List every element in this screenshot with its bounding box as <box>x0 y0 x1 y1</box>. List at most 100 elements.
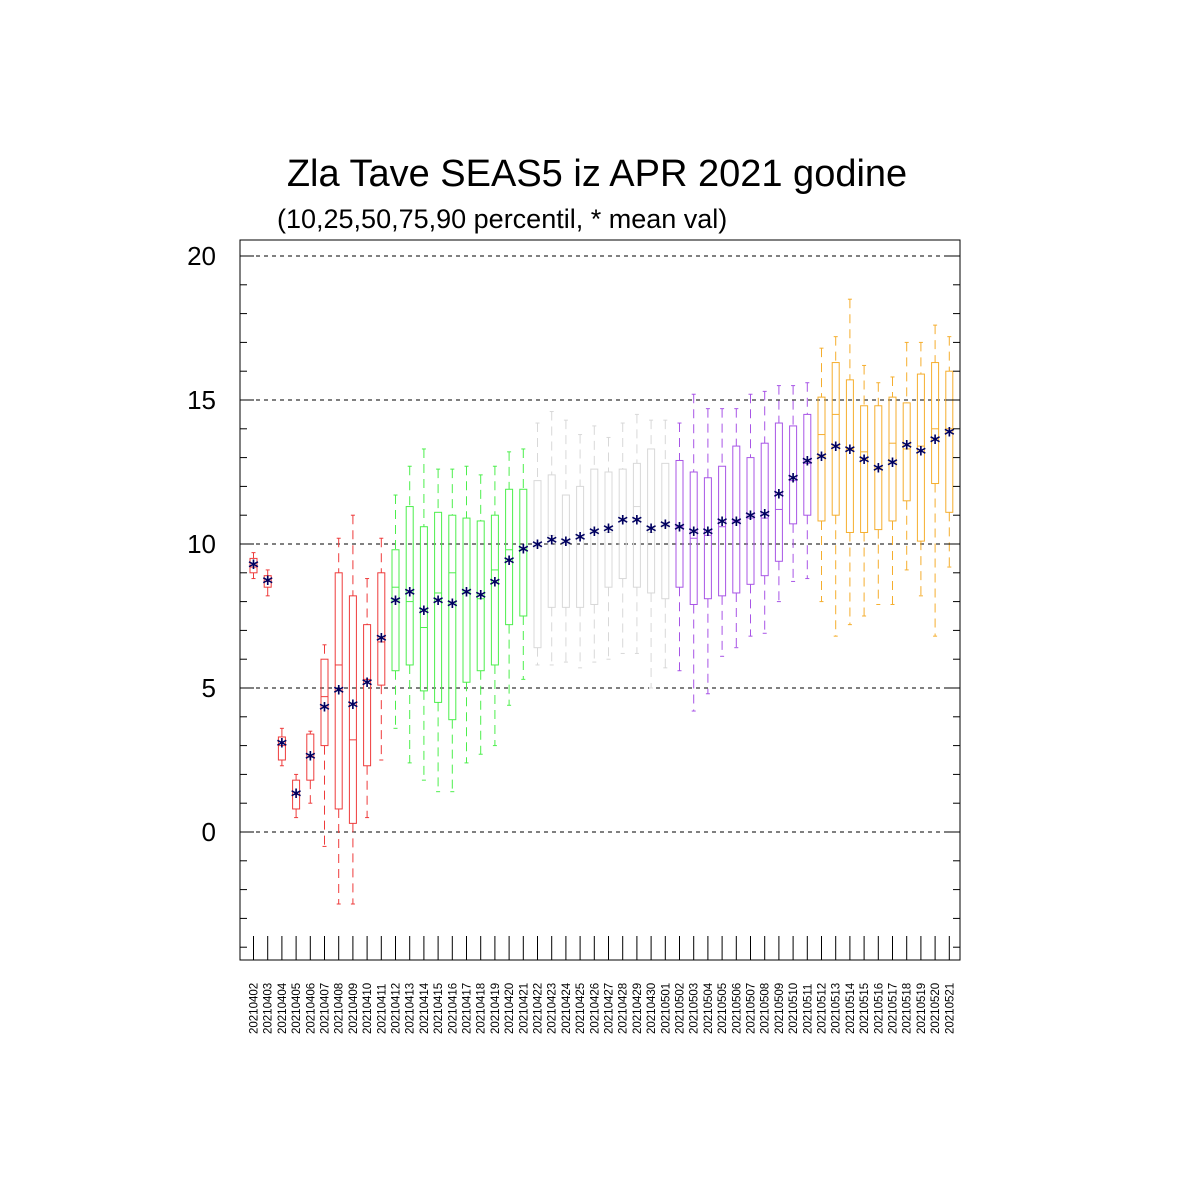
mean-marker: * <box>830 438 841 462</box>
x-tick-label: 20210422 <box>533 983 545 1034</box>
box-iqr <box>363 624 372 767</box>
mean-marker: * <box>404 583 415 607</box>
x-tick-label: 20210519 <box>916 983 928 1034</box>
mean-marker: * <box>646 520 657 544</box>
box-plot <box>476 474 485 755</box>
plot-frame <box>239 239 961 961</box>
chart-subtitle: (10,25,50,75,90 percentil, * mean val) <box>277 204 727 234</box>
box-iqr <box>874 405 883 531</box>
box-iqr <box>462 517 471 683</box>
box-iqr <box>561 494 570 608</box>
mean-marker: * <box>731 512 742 536</box>
y-tick-label: 20 <box>187 241 216 271</box>
box-plot <box>860 364 869 617</box>
mean-marker: * <box>717 512 728 536</box>
box-plot <box>803 382 812 580</box>
y-axis-ticks: 0 5 10 15 20 <box>187 241 216 847</box>
box-plot <box>263 569 272 597</box>
box-iqr <box>945 370 954 513</box>
x-tick-label: 20210510 <box>788 983 800 1034</box>
mean-marker: * <box>561 533 572 557</box>
box-iqr <box>845 379 854 533</box>
x-tick-label: 20210408 <box>334 983 346 1034</box>
box-plot <box>945 336 954 568</box>
box-plot <box>916 341 925 597</box>
x-tick-label: 20210511 <box>802 984 814 1034</box>
mean-marker: * <box>788 469 799 493</box>
chart-title: Zla Tave SEAS5 iz APR 2021 godine <box>287 153 907 195</box>
box-plot <box>505 451 514 706</box>
x-tick-label: 20210426 <box>589 983 601 1034</box>
box-plot <box>931 324 940 637</box>
y-tick-label: 0 <box>202 817 216 847</box>
box-iqr <box>760 442 769 577</box>
box-plot <box>576 434 585 669</box>
y-tick-label: 5 <box>202 673 216 703</box>
x-tick-label: 20210405 <box>291 983 303 1034</box>
mean-marker: * <box>447 594 458 618</box>
box-iqr <box>519 488 528 617</box>
box-iqr <box>632 462 641 588</box>
mean-marker: * <box>532 535 543 559</box>
x-tick-label: 20210512 <box>817 983 829 1034</box>
mean-marker: * <box>305 747 316 771</box>
box-iqr <box>419 526 428 692</box>
box-plot <box>703 408 712 695</box>
box-iqr <box>831 362 840 516</box>
box-plot <box>249 552 258 580</box>
box-iqr <box>860 405 869 533</box>
x-tick-label: 20210407 <box>320 983 332 1034</box>
mean-marker: * <box>873 459 884 483</box>
mean-marker: * <box>916 442 927 466</box>
box-plot <box>391 494 400 729</box>
x-tick-label: 20210502 <box>675 983 687 1034</box>
x-tick-label: 20210508 <box>760 983 772 1034</box>
box-plot <box>760 390 769 634</box>
x-tick-label: 20210516 <box>873 983 885 1034</box>
mean-marker: * <box>348 695 359 719</box>
box-plot <box>675 422 684 672</box>
mean-marker: * <box>419 602 430 626</box>
box-plot <box>363 578 372 819</box>
x-tick-label: 20210501 <box>660 983 672 1034</box>
x-tick-label: 20210509 <box>774 983 786 1034</box>
box-iqr <box>348 595 357 824</box>
x-tick-label: 20210427 <box>604 983 616 1034</box>
box-plot <box>902 341 911 571</box>
mean-marker: * <box>546 531 557 555</box>
x-tick-label: 20210518 <box>902 983 914 1034</box>
box-plot <box>604 436 613 660</box>
mean-marker: * <box>362 674 373 698</box>
mean-marker: * <box>376 629 387 653</box>
box-plot <box>533 422 542 666</box>
box-plot <box>874 382 883 605</box>
x-tick-label: 20210417 <box>462 983 474 1034</box>
mean-marker: * <box>859 450 870 474</box>
x-tick-label: 20210411 <box>376 984 388 1034</box>
box-iqr <box>277 736 286 761</box>
box-iqr <box>334 572 343 810</box>
box-plot <box>817 347 826 603</box>
box-iqr <box>888 396 897 522</box>
mean-marker: * <box>845 440 856 464</box>
x-tick-label: 20210520 <box>930 983 942 1034</box>
box-plot <box>320 644 329 847</box>
box-iqr <box>320 658 329 747</box>
x-tick-label: 20210517 <box>888 983 900 1034</box>
y-tick-label: 10 <box>187 529 216 559</box>
mean-marker: * <box>390 592 401 616</box>
x-tick-label: 20210514 <box>845 982 857 1034</box>
mean-marker: * <box>703 522 714 546</box>
box-plot <box>632 413 641 654</box>
x-tick-label: 20210423 <box>547 983 559 1034</box>
x-tick-label: 20210404 <box>277 982 289 1034</box>
box-iqr <box>476 520 485 672</box>
box-plot <box>462 465 471 764</box>
x-tick-label: 20210430 <box>646 983 658 1034</box>
box-iqr <box>902 402 911 502</box>
mean-marker: * <box>319 698 330 722</box>
x-tick-label: 20210425 <box>575 983 587 1034</box>
box-plot <box>519 448 528 680</box>
mean-marker: * <box>504 551 515 575</box>
box-iqr <box>377 572 386 686</box>
